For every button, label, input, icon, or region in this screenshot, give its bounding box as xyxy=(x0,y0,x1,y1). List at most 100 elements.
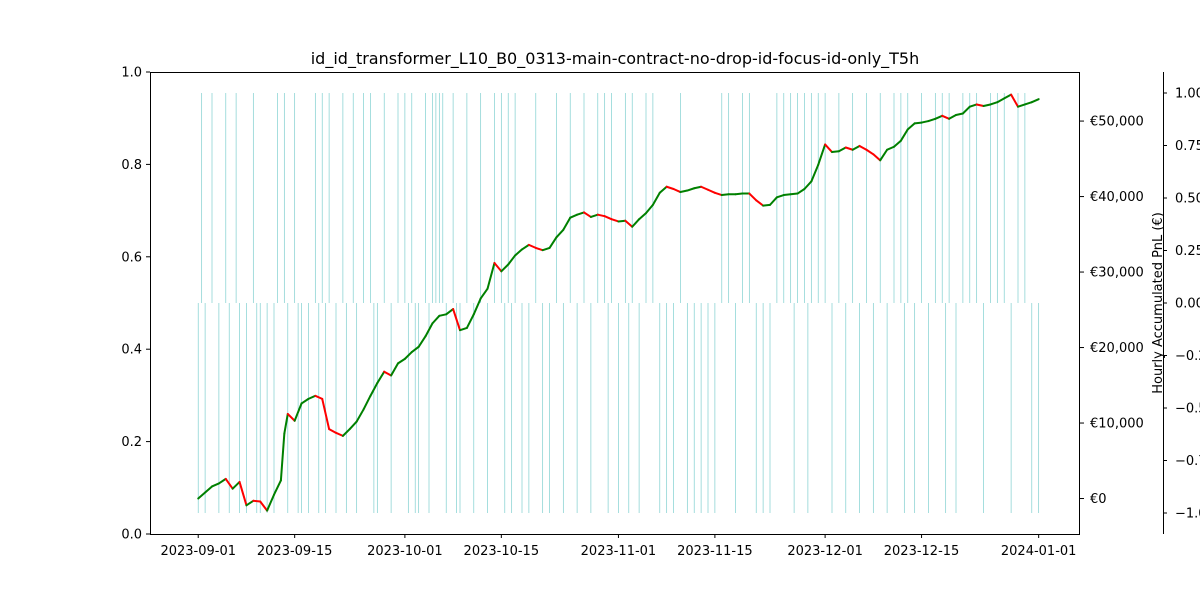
pnl-segment xyxy=(961,105,971,115)
pnl-segment xyxy=(445,308,455,316)
signal-tick-label: 0.25 xyxy=(1175,244,1200,259)
pnl-segment xyxy=(748,192,758,202)
pnl-segment xyxy=(713,191,723,197)
pnl-tick-label: €20,000 xyxy=(1090,341,1144,356)
pnl-segment xyxy=(576,211,585,216)
pnl-segment xyxy=(886,145,895,151)
left-axis-ticks: 0.0 0.2 0.4 0.6 0.8 1.0 xyxy=(121,66,150,543)
pnl-segment xyxy=(858,144,868,151)
signal-tick-label: −0.25 xyxy=(1175,349,1200,364)
pnl-segment xyxy=(286,412,296,422)
pnl-segment xyxy=(500,263,510,273)
pnl-segment xyxy=(211,482,220,488)
pnl-segment xyxy=(948,114,957,120)
pnl-segment xyxy=(204,485,213,494)
pnl-segment xyxy=(1030,98,1040,104)
pnl-segment xyxy=(266,493,275,512)
pnl-segment xyxy=(383,370,393,377)
pnl-segment xyxy=(1023,101,1033,106)
pnl-segment xyxy=(817,143,827,166)
pnl-segment xyxy=(693,185,703,190)
pnl-segment xyxy=(507,254,517,266)
pnl-segment xyxy=(589,213,599,218)
pnl-segment xyxy=(1017,103,1026,108)
pnl-segment xyxy=(479,287,489,300)
pnl-segment xyxy=(376,370,386,385)
pnl-segment xyxy=(390,362,399,377)
pnl-segment xyxy=(362,394,372,411)
pnl-segment xyxy=(548,236,558,249)
pnl-segment xyxy=(459,326,468,332)
left-tick-label: 1.0 xyxy=(121,66,142,81)
pnl-segment xyxy=(955,112,964,117)
pnl-tick-label: €10,000 xyxy=(1090,417,1144,432)
pnl-segment xyxy=(369,382,379,397)
x-tick-label: 2023-12-01 xyxy=(787,544,863,559)
pnl-segment xyxy=(968,103,978,108)
pnl-segment xyxy=(844,146,854,151)
chart-title: id_id_transformer_L10_B0_0313-main-contr… xyxy=(311,49,920,69)
pnl-segment xyxy=(541,246,551,252)
pnl-segment xyxy=(996,97,1006,104)
left-tick-label: 0.8 xyxy=(121,158,142,173)
pnl-segment xyxy=(252,499,262,503)
pnl-segment xyxy=(651,191,661,206)
pnl-segment xyxy=(906,122,916,131)
pnl-segment xyxy=(803,180,813,191)
pnl-segment xyxy=(224,477,234,490)
pnl-segment xyxy=(355,408,365,423)
pnl-segment xyxy=(273,479,282,496)
pnl-segment xyxy=(617,219,627,223)
pnl-segment xyxy=(486,261,496,290)
pnl-segment xyxy=(755,199,765,207)
pnl-segment xyxy=(658,185,668,194)
pnl-segment xyxy=(920,120,930,124)
pnl-segment xyxy=(314,394,324,400)
left-tick-label: 0.4 xyxy=(121,343,142,358)
signal-axis-ticks: 1.00 0.75 0.50 0.25 0.00 −0.25 −0.50 −0.75 −1.00 xyxy=(1163,87,1200,522)
left-tick-label: 0.2 xyxy=(121,435,142,450)
x-axis-ticks: 2023-09-01 2023-09-15 2023-10-01 2023-10-15… xyxy=(160,534,1076,559)
pnl-segment xyxy=(975,103,985,107)
pnl-segment xyxy=(197,491,207,500)
pnl-segment xyxy=(707,188,716,194)
signal-tick-label: 0.50 xyxy=(1175,192,1200,207)
pnl-axis-label: Hourly Accumulated PnL (€) xyxy=(1151,212,1166,394)
pnl-segment xyxy=(527,243,537,249)
pnl-segment xyxy=(283,412,289,435)
pnl-segment xyxy=(452,308,461,332)
signal-tick-label: −0.75 xyxy=(1175,454,1200,469)
pnl-tick-label: €50,000 xyxy=(1090,115,1144,130)
pnl-segment xyxy=(610,218,620,223)
x-tick-label: 2023-11-01 xyxy=(581,544,657,559)
pnl-segment xyxy=(624,219,634,228)
left-tick-label: 0.6 xyxy=(121,250,142,265)
pnl-segment xyxy=(279,432,286,482)
x-tick-label: 2023-10-15 xyxy=(464,544,540,559)
plot-frame xyxy=(150,72,1080,535)
pnl-segment xyxy=(796,188,806,195)
pnl-segment xyxy=(872,153,882,162)
pnl-segment xyxy=(893,139,902,148)
pnl-segment xyxy=(417,335,427,348)
pnl-segment xyxy=(300,397,310,405)
pnl-segment xyxy=(465,313,475,329)
pnl-segment xyxy=(982,103,992,107)
pnl-segment xyxy=(1010,93,1019,108)
signal-tick-label: −1.00 xyxy=(1175,507,1200,522)
pnl-segment xyxy=(679,189,689,194)
pnl-segment xyxy=(686,187,696,192)
pnl-segment xyxy=(438,313,448,317)
pnl-segment xyxy=(307,394,317,400)
pnl-segment xyxy=(562,216,572,231)
pnl-segment xyxy=(837,146,847,153)
pnl-segment xyxy=(472,297,482,316)
x-tick-label: 2023-10-01 xyxy=(367,544,443,559)
pnl-segment xyxy=(424,322,434,338)
pnl-segment xyxy=(879,148,889,162)
pnl-segment xyxy=(831,150,840,154)
pnl-segment xyxy=(913,121,923,125)
pnl-segment xyxy=(217,477,227,485)
pnl-segment xyxy=(824,143,833,154)
pnl-segment xyxy=(259,500,269,512)
